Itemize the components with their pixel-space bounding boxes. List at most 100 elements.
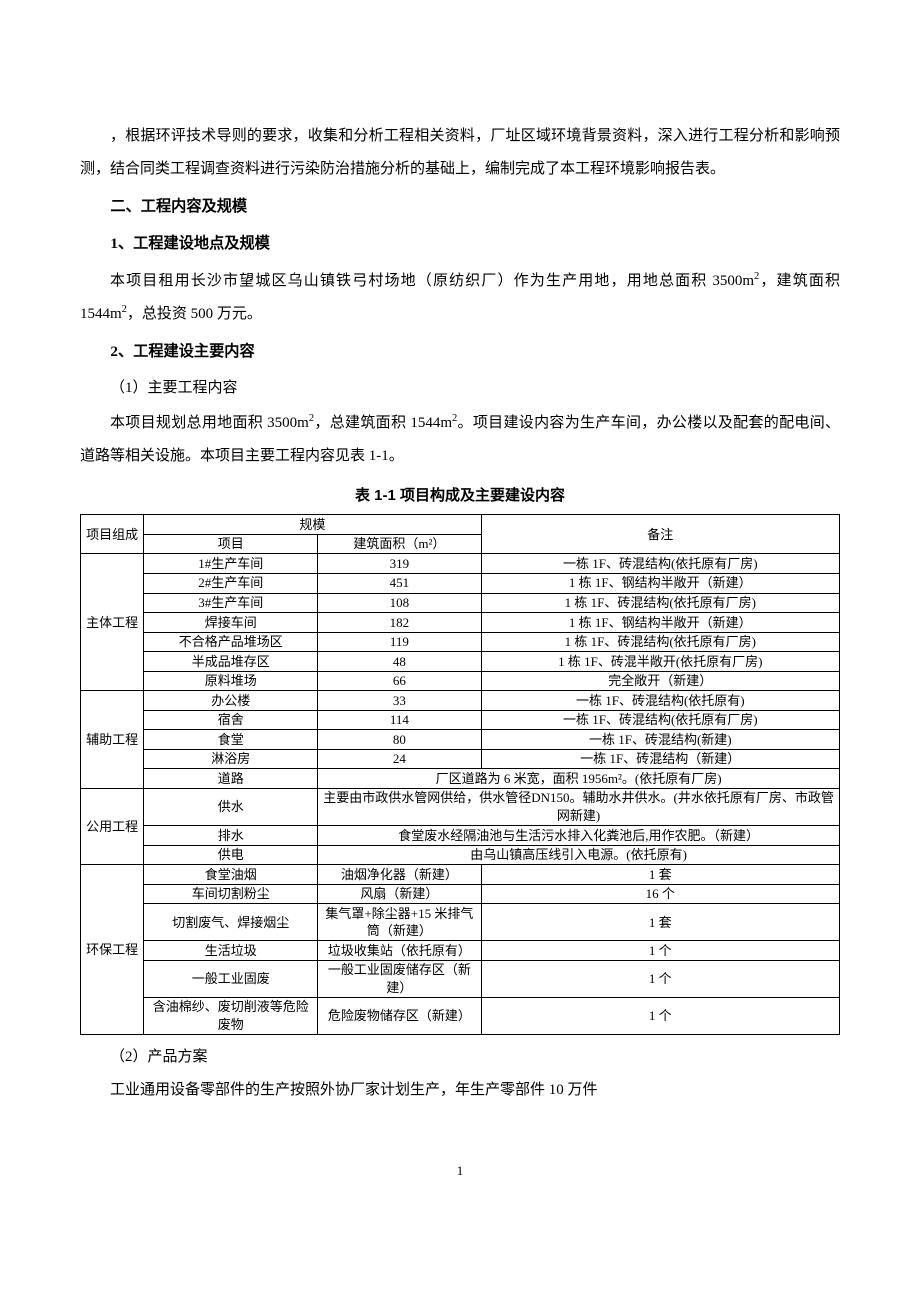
table-row: 原料堆场 66 完全敞开（新建）: [81, 671, 840, 691]
cell-area: 危险废物储存区（新建）: [318, 997, 481, 1034]
cell-area: 108: [318, 593, 481, 613]
cell-area: 319: [318, 554, 481, 574]
product-paragraph: 工业通用设备零部件的生产按照外协厂家计划生产，年生产零部件 10 万件: [80, 1074, 840, 1107]
table-row: 淋浴房 24 一栋 1F、砖混结构（新建）: [81, 749, 840, 769]
cell-item: 原料堆场: [144, 671, 318, 691]
cell-item: 淋浴房: [144, 749, 318, 769]
cell-item: 生活垃圾: [144, 941, 318, 961]
section2-sub2-title: 2、工程建设主要内容: [80, 335, 840, 368]
cell-note: 1 栋 1F、钢结构半敞开（新建）: [481, 613, 839, 633]
table-row: 3#生产车间 108 1 栋 1F、砖混结构(依托原有厂房): [81, 593, 840, 613]
cell-area: 24: [318, 749, 481, 769]
cell-area: 垃圾收集站（依托原有）: [318, 941, 481, 961]
th-group: 项目组成: [81, 515, 144, 554]
cell-note: 1 套: [481, 865, 839, 885]
cell-item: 排水: [144, 826, 318, 846]
cell-note: 完全敞开（新建）: [481, 671, 839, 691]
table-row: 车间切割粉尘 风扇（新建） 16 个: [81, 884, 840, 904]
cell-item: 1#生产车间: [144, 554, 318, 574]
intro-paragraph: ，根据环评技术导则的要求，收集和分析工程相关资料，厂址区域环境背景资料，深入进行…: [80, 120, 840, 186]
page-number: 1: [80, 1157, 840, 1186]
item2-label: （2）产品方案: [80, 1041, 840, 1074]
cell-item: 道路: [144, 769, 318, 789]
item1-label: （1）主要工程内容: [80, 372, 840, 405]
group-env: 环保工程: [81, 865, 144, 1035]
sub2-text-b: ，总建筑面积 1544m: [314, 415, 452, 431]
sub2-text-a: 本项目规划总用地面积 3500m: [110, 415, 309, 431]
cell-note: 1 个: [481, 997, 839, 1034]
cell-area: 80: [318, 730, 481, 750]
cell-item: 2#生产车间: [144, 573, 318, 593]
cell-item: 车间切割粉尘: [144, 884, 318, 904]
cell-note: 一栋 1F、砖混结构(依托原有厂房): [481, 554, 839, 574]
cell-item: 3#生产车间: [144, 593, 318, 613]
cell-note: 一栋 1F、砖混结构（新建）: [481, 749, 839, 769]
th-scale: 规模: [144, 515, 481, 535]
sub2-paragraph1: 本项目规划总用地面积 3500m2，总建筑面积 1544m2。项目建设内容为生产…: [80, 407, 840, 473]
cell-note: 主要由市政供水管网供给，供水管径DN150。辅助水井供水。(井水依托原有厂房、市…: [318, 788, 840, 825]
table-row: 道路 厂区道路为 6 米宽，面积 1956m²。(依托原有厂房): [81, 769, 840, 789]
cell-item: 办公楼: [144, 691, 318, 711]
cell-note: 16 个: [481, 884, 839, 904]
cell-note: 一栋 1F、砖混结构(依托原有厂房): [481, 710, 839, 730]
sub1-text-a: 本项目租用长沙市望城区乌山镇铁弓村场地（原纺织厂）作为生产用地，用地总面积 35…: [110, 273, 754, 289]
cell-note: 1 个: [481, 960, 839, 997]
cell-item: 不合格产品堆场区: [144, 632, 318, 652]
table-row: 半成品堆存区 48 1 栋 1F、砖混半敞开(依托原有厂房): [81, 652, 840, 672]
section2-sub1-title: 1、工程建设地点及规模: [80, 227, 840, 260]
cell-area: 66: [318, 671, 481, 691]
cell-note: 食堂废水经隔油池与生活污水排入化粪池后,用作农肥。（新建）: [318, 826, 840, 846]
table-row: 2#生产车间 451 1 栋 1F、钢结构半敞开（新建）: [81, 573, 840, 593]
cell-note: 一栋 1F、砖混结构(新建): [481, 730, 839, 750]
cell-item: 食堂: [144, 730, 318, 750]
cell-area: 114: [318, 710, 481, 730]
table-row: 公用工程 供水 主要由市政供水管网供给，供水管径DN150。辅助水井供水。(井水…: [81, 788, 840, 825]
table-row: 宿舍 114 一栋 1F、砖混结构(依托原有厂房): [81, 710, 840, 730]
table-row: 焊接车间 182 1 栋 1F、钢结构半敞开（新建）: [81, 613, 840, 633]
table-row: 不合格产品堆场区 119 1 栋 1F、砖混结构(依托原有厂房): [81, 632, 840, 652]
cell-item: 切割废气、焊接烟尘: [144, 904, 318, 941]
cell-note: 1 栋 1F、钢结构半敞开（新建）: [481, 573, 839, 593]
cell-area: 风扇（新建）: [318, 884, 481, 904]
cell-item: 供电: [144, 845, 318, 865]
table-row: 供电 由乌山镇高压线引入电源。(依托原有): [81, 845, 840, 865]
cell-note: 厂区道路为 6 米宽，面积 1956m²。(依托原有厂房): [318, 769, 840, 789]
cell-area: 451: [318, 573, 481, 593]
cell-item: 食堂油烟: [144, 865, 318, 885]
cell-item: 一般工业固废: [144, 960, 318, 997]
th-item: 项目: [144, 534, 318, 554]
cell-area: 一般工业固废储存区（新建）: [318, 960, 481, 997]
cell-note: 由乌山镇高压线引入电源。(依托原有): [318, 845, 840, 865]
table-row: 环保工程 食堂油烟 油烟净化器（新建） 1 套: [81, 865, 840, 885]
group-main: 主体工程: [81, 554, 144, 691]
table-row: 含油棉纱、废切削液等危险废物 危险废物储存区（新建） 1 个: [81, 997, 840, 1034]
th-note: 备注: [481, 515, 839, 554]
cell-item: 焊接车间: [144, 613, 318, 633]
cell-item: 供水: [144, 788, 318, 825]
cell-area: 182: [318, 613, 481, 633]
cell-area: 集气罩+除尘器+15 米排气筒（新建）: [318, 904, 481, 941]
cell-area: 油烟净化器（新建）: [318, 865, 481, 885]
cell-note: 一栋 1F、砖混结构(依托原有): [481, 691, 839, 711]
cell-note: 1 个: [481, 941, 839, 961]
sub1-text-c: ，总投资 500 万元。: [127, 306, 262, 322]
cell-area: 48: [318, 652, 481, 672]
table-caption: 表 1-1 项目构成及主要建设内容: [80, 479, 840, 512]
table-row: 切割废气、焊接烟尘 集气罩+除尘器+15 米排气筒（新建） 1 套: [81, 904, 840, 941]
cell-area: 119: [318, 632, 481, 652]
section2-title: 二、工程内容及规模: [80, 190, 840, 223]
cell-item: 含油棉纱、废切削液等危险废物: [144, 997, 318, 1034]
cell-area: 33: [318, 691, 481, 711]
group-public: 公用工程: [81, 788, 144, 864]
table-row: 主体工程 1#生产车间 319 一栋 1F、砖混结构(依托原有厂房): [81, 554, 840, 574]
cell-note: 1 栋 1F、砖混结构(依托原有厂房): [481, 593, 839, 613]
th-area: 建筑面积（m²）: [318, 534, 481, 554]
sub1-paragraph: 本项目租用长沙市望城区乌山镇铁弓村场地（原纺织厂）作为生产用地，用地总面积 35…: [80, 265, 840, 331]
cell-note: 1 栋 1F、砖混半敞开(依托原有厂房): [481, 652, 839, 672]
cell-note: 1 栋 1F、砖混结构(依托原有厂房): [481, 632, 839, 652]
cell-note: 1 套: [481, 904, 839, 941]
table-row: 排水 食堂废水经隔油池与生活污水排入化粪池后,用作农肥。（新建）: [81, 826, 840, 846]
table-row: 一般工业固废 一般工业固废储存区（新建） 1 个: [81, 960, 840, 997]
cell-item: 半成品堆存区: [144, 652, 318, 672]
table-row: 生活垃圾 垃圾收集站（依托原有） 1 个: [81, 941, 840, 961]
